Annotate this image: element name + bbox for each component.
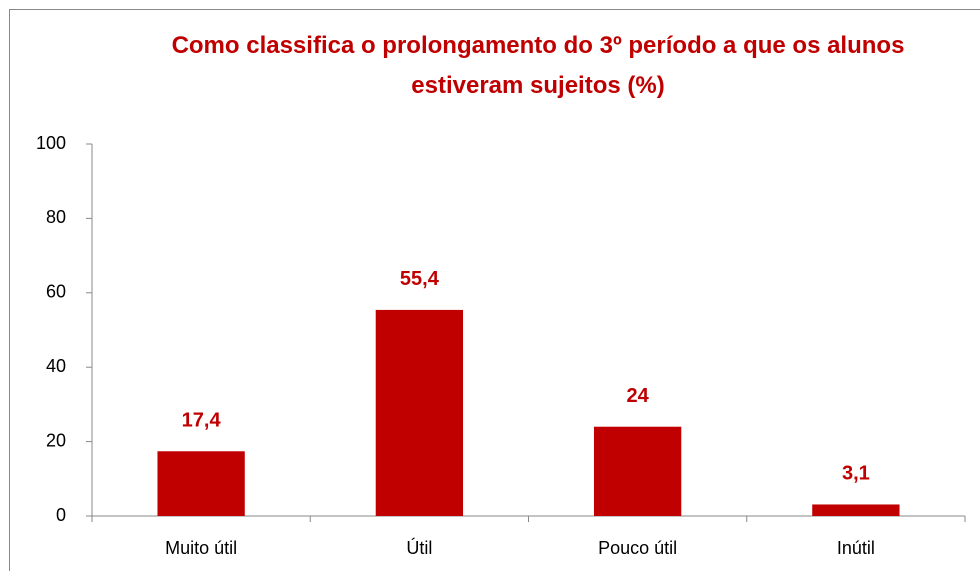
x-tick-label: Pouco útil	[598, 538, 677, 558]
data-label: 24	[627, 385, 650, 407]
bar	[375, 309, 464, 516]
x-tick-label: Inútil	[837, 538, 875, 558]
bar	[812, 504, 900, 516]
y-tick-label: 20	[46, 430, 66, 450]
y-tick-label: 0	[56, 505, 66, 525]
data-label: 3,1	[842, 463, 870, 485]
data-label: 17,4	[182, 410, 222, 432]
x-tick-label: Muito útil	[165, 538, 237, 558]
y-tick-label: 80	[46, 207, 66, 227]
y-tick-label: 60	[46, 282, 66, 302]
bar	[157, 451, 245, 516]
y-tick-label: 40	[46, 356, 66, 376]
x-tick-label: Útil	[406, 537, 432, 558]
bar	[593, 426, 682, 516]
chart-title: Como classifica o prolongamento do 3º pe…	[171, 32, 905, 99]
y-tick-label: 100	[36, 133, 66, 153]
data-label: 55,4	[400, 268, 440, 290]
